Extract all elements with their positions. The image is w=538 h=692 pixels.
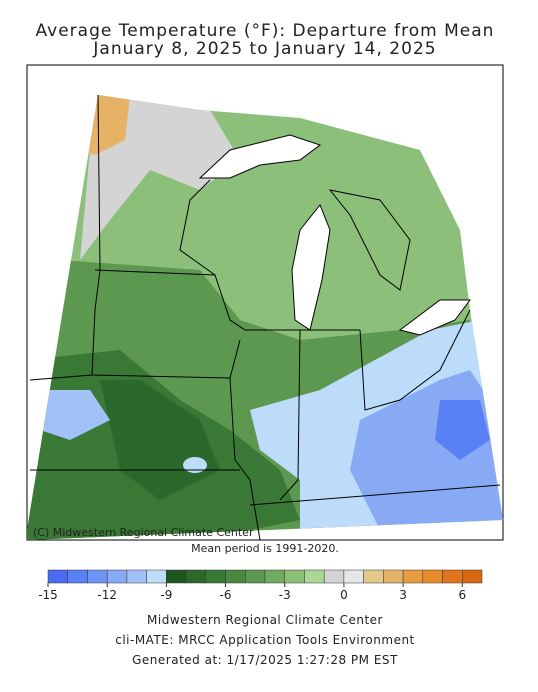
- tick-label: -3: [279, 588, 291, 602]
- color-box: [47, 569, 68, 584]
- color-box: [323, 569, 345, 584]
- tick-label: 6: [458, 588, 466, 602]
- color-box: [462, 569, 483, 584]
- map-credit: (C) Midwestern Regional Climate Center: [33, 526, 254, 539]
- map: (C) Midwestern Regional Climate Center: [26, 64, 504, 541]
- color-box: [422, 569, 443, 584]
- great-lakes: [198, 134, 471, 336]
- color-box: [126, 569, 147, 584]
- title: Average Temperature (°F): Departure from…: [36, 21, 495, 41]
- color-box: [304, 569, 325, 584]
- color-box: [264, 569, 285, 584]
- color-box: [106, 569, 128, 584]
- color-box: [225, 569, 246, 584]
- tick-label: -6: [220, 588, 232, 602]
- color-box: [205, 569, 226, 584]
- color-box: [383, 569, 404, 584]
- color-box: [185, 569, 207, 584]
- color-box: [87, 569, 108, 584]
- tick-label: 3: [399, 588, 407, 602]
- color-box: [363, 569, 384, 584]
- footer-line: Midwestern Regional Climate Center: [147, 613, 383, 627]
- color-box: [146, 569, 167, 584]
- subtitle: January 8, 2025 to January 14, 2025: [92, 39, 436, 59]
- footer-line: cli-MATE: MRCC Application Tools Environ…: [115, 633, 415, 647]
- tick-label: 0: [340, 588, 348, 602]
- color-box: [402, 569, 424, 584]
- color-box: [245, 569, 266, 584]
- color-box: [284, 569, 305, 584]
- footer-line: Generated at: 1/17/2025 1:27:28 PM EST: [132, 653, 398, 667]
- color-box: [343, 569, 364, 584]
- tick-label: -9: [160, 588, 172, 602]
- color-box: [166, 569, 187, 584]
- tick-label: -15: [38, 588, 58, 602]
- tick-label: -12: [97, 588, 117, 602]
- colorbar: -15 -12 -9 -6 -3 0 3 6: [38, 569, 483, 602]
- note: Mean period is 1991-2020.: [191, 542, 339, 555]
- state-borders: [29, 94, 501, 541]
- color-box: [442, 569, 463, 584]
- color-box: [67, 569, 88, 584]
